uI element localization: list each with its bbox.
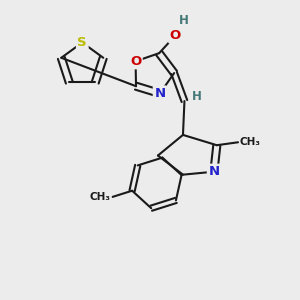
Text: N: N <box>208 165 220 178</box>
Text: S: S <box>77 36 87 49</box>
Text: CH₃: CH₃ <box>90 192 111 202</box>
Text: O: O <box>170 29 181 42</box>
Text: N: N <box>154 87 165 100</box>
Text: H: H <box>179 14 189 27</box>
Text: H: H <box>192 90 202 103</box>
Text: O: O <box>130 55 141 68</box>
Text: CH₃: CH₃ <box>239 137 260 147</box>
